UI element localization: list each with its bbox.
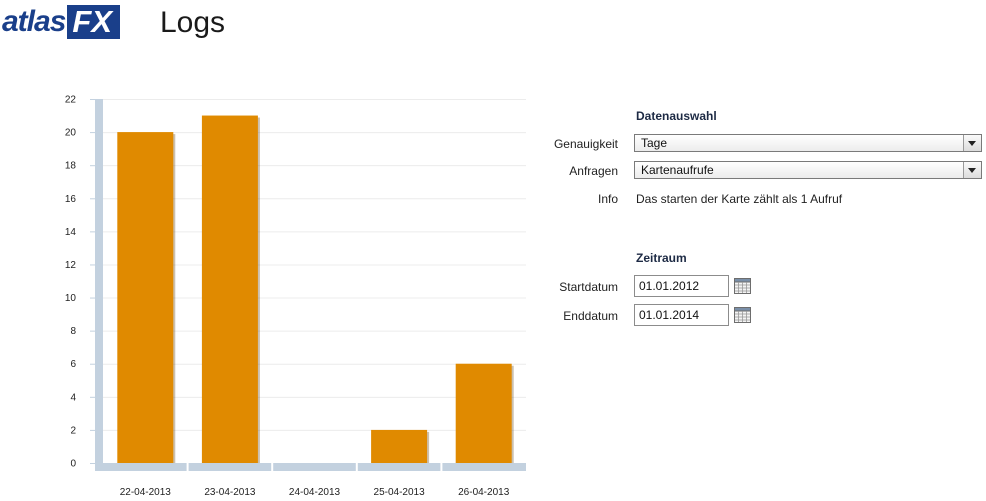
y-tick-label: 8: [70, 326, 76, 337]
requests-select[interactable]: Kartenaufrufe: [634, 161, 982, 179]
x-tick-label: 26-04-2013: [458, 487, 510, 498]
end-date-label: Enddatum: [563, 309, 618, 323]
y-tick-label: 16: [65, 194, 77, 205]
bar: [117, 132, 174, 463]
y-tick-label: 12: [65, 260, 77, 271]
start-date-input[interactable]: 01.01.2012: [634, 275, 729, 297]
date-range-heading: Zeitraum: [636, 251, 687, 265]
y-tick-label: 20: [65, 128, 77, 139]
data-selection-heading: Datenauswahl: [636, 109, 717, 123]
chevron-down-icon[interactable]: [963, 135, 981, 151]
filter-panel: Datenauswahl Genauigkeit Tage Anfragen K…: [540, 100, 986, 420]
start-date-label: Startdatum: [559, 280, 618, 294]
x-tick-label: 23-04-2013: [204, 487, 256, 498]
y-axis: [95, 99, 103, 471]
end-date-input[interactable]: 01.01.2014: [634, 304, 729, 326]
precision-select[interactable]: Tage: [634, 134, 982, 152]
bar: [455, 363, 512, 463]
requests-label: Anfragen: [569, 164, 618, 178]
y-tick-label: 2: [70, 425, 76, 436]
page-title: Logs: [160, 6, 226, 39]
requests-select-value: Kartenaufrufe: [641, 163, 714, 177]
y-tick-label: 6: [70, 359, 76, 370]
x-tick-label: 24-04-2013: [289, 487, 341, 498]
logo-fx-text: FX: [67, 5, 121, 39]
y-tick-label: 4: [70, 392, 76, 403]
calendar-icon[interactable]: [734, 277, 751, 294]
chart-canvas: 0 2 4 6 8 10 12 14 16 18 20 22 22-04-2013 23-04-2013 2…: [65, 95, 526, 498]
calendar-icon[interactable]: [734, 306, 751, 323]
y-tick-label: 10: [65, 293, 77, 304]
y-tick-label: 22: [65, 95, 77, 106]
atlasfx-logo: atlas FX: [2, 5, 158, 39]
info-text: Das starten der Karte zählt als 1 Aufruf: [636, 192, 843, 206]
precision-label: Genauigkeit: [553, 137, 618, 151]
precision-select-value: Tage: [641, 136, 668, 150]
bar: [201, 115, 258, 463]
x-tick-label: 22-04-2013: [120, 487, 172, 498]
bar: [371, 429, 428, 463]
y-tick-label: 14: [65, 227, 77, 238]
requests-bar-chart: 0 2 4 6 8 10 12 14 16 18 20 22 22-04-2013 23-04-2013 2…: [0, 80, 540, 501]
logo-atlas-text: atlas: [2, 5, 66, 38]
x-axis: [95, 463, 526, 471]
y-tick-label: 0: [70, 459, 76, 470]
info-label: Info: [597, 192, 618, 206]
y-tick-label: 18: [65, 161, 77, 172]
chevron-down-icon[interactable]: [963, 162, 981, 178]
x-tick-label: 25-04-2013: [374, 487, 426, 498]
